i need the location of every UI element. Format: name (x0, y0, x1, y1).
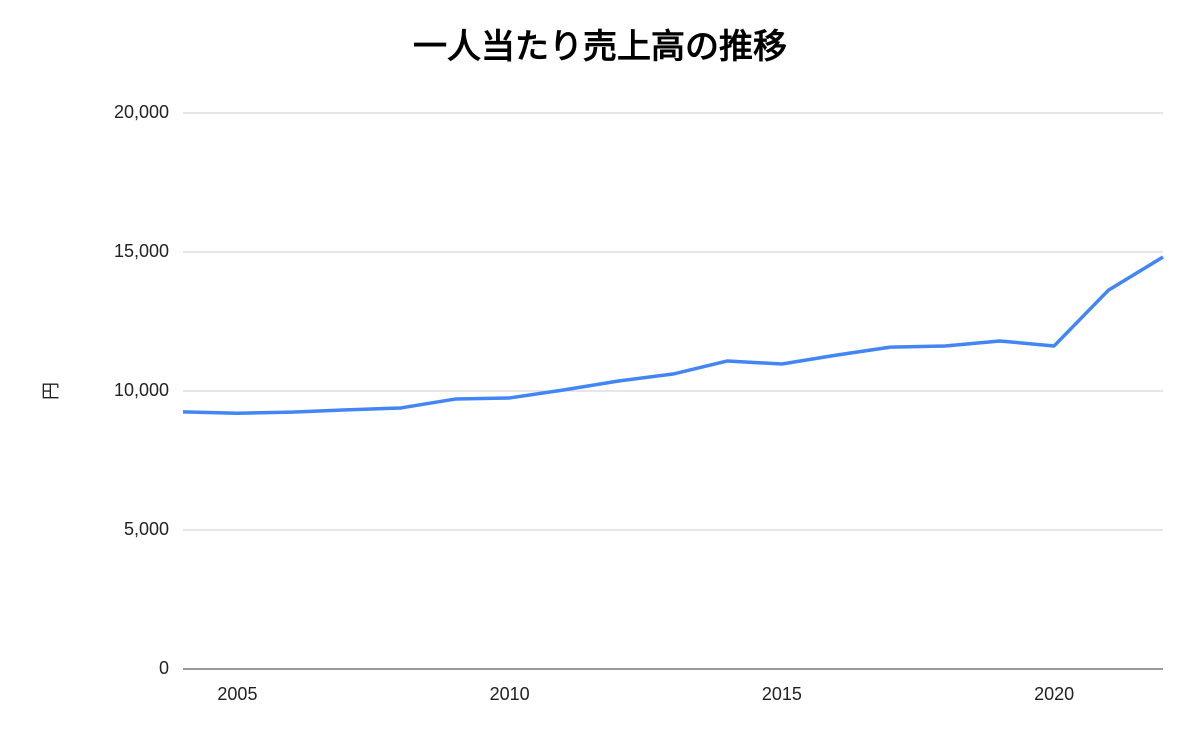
chart-title: 一人当たり売上高の推移 (413, 28, 787, 66)
y-tick-label: 0 (159, 658, 169, 678)
y-tick-label: 5,000 (124, 519, 169, 539)
data-line (182, 255, 1164, 415)
y-tick-label: 10,000 (114, 380, 169, 400)
x-tick-label: 2015 (762, 684, 802, 704)
y-tick-label: 15,000 (114, 241, 169, 261)
x-tick-label: 2020 (1034, 684, 1074, 704)
x-tick-label: 2010 (490, 684, 530, 704)
x-tick-label: 2005 (217, 684, 257, 704)
y-axis-label: 円 (41, 382, 61, 400)
y-tick-label: 20,000 (114, 102, 169, 122)
